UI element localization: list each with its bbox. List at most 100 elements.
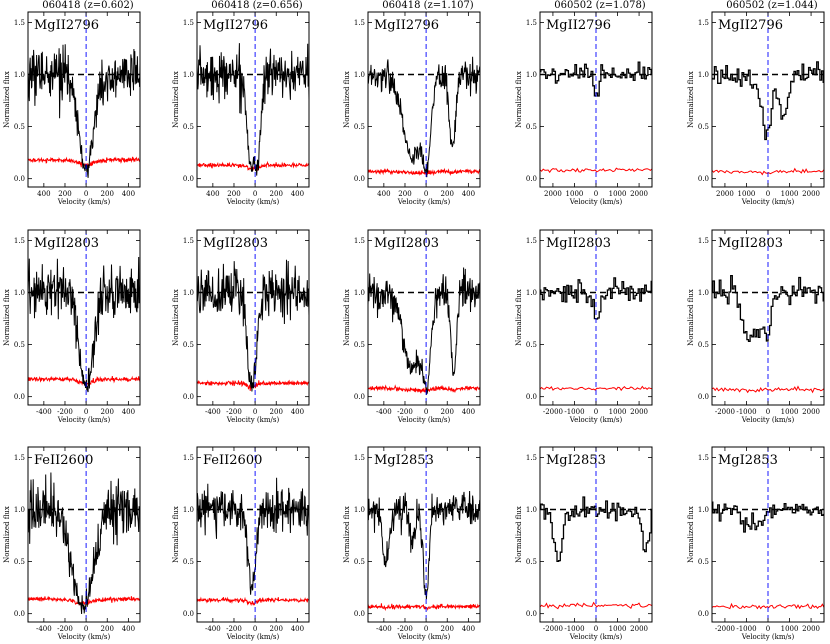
y-tick-label: 0.0 — [14, 393, 25, 401]
error-spectrum — [540, 601, 652, 610]
y-tick-label: 1.0 — [698, 71, 709, 79]
y-tick-label: 1.5 — [526, 19, 537, 27]
x-tick-label: 2000 — [802, 625, 820, 633]
x-tick-label: 0 — [84, 625, 88, 633]
x-tick-label: -1000 — [564, 625, 584, 633]
x-tick-label: -400 — [205, 625, 221, 633]
x-tick-label: -200 — [57, 625, 73, 633]
transition-label: MgII2796 — [718, 18, 783, 33]
error-spectrum — [540, 167, 652, 174]
x-tick-label: -400 — [205, 408, 221, 416]
x-tick-label: 0 — [766, 408, 770, 416]
x-tick-label: 0 — [253, 625, 257, 633]
y-tick-label: 1.0 — [526, 71, 537, 79]
transition-label: MgII2803 — [34, 236, 99, 251]
y-tick-label: 0.5 — [698, 123, 709, 131]
flux-spectrum — [28, 256, 140, 393]
flux-spectrum — [368, 267, 480, 396]
transition-label: MgI2853 — [374, 453, 434, 468]
x-tick-label: 200 — [227, 190, 240, 198]
y-tick-label: 1.5 — [354, 19, 365, 27]
transition-label: FeII2600 — [203, 453, 262, 468]
y-tick-label: 0.5 — [14, 123, 25, 131]
x-axis-label: Velocity (km/s) — [569, 416, 623, 424]
panel-1-3: 0.0 0.5 1.0 1.5 -2000 -1000 0 1000 2000 Velocity … — [515, 229, 653, 424]
panel-2-3: 0.0 0.5 1.0 1.5 -2000 -1000 0 1000 2000 Velocity … — [515, 446, 653, 641]
x-tick-label: 0 — [594, 625, 598, 633]
y-tick-label: 1.5 — [354, 237, 365, 245]
y-tick-label: 1.0 — [183, 71, 194, 79]
panel-1-2: 0.0 0.5 1.0 1.5 -400 -200 0 200 400 Velocity (km/… — [343, 229, 481, 424]
y-tick-label: 1.0 — [354, 71, 365, 79]
x-tick-label: 200 — [58, 190, 71, 198]
plot-area — [540, 447, 652, 622]
x-tick-label: 0 — [766, 625, 770, 633]
error-spectrum — [712, 385, 824, 394]
flux-spectrum — [28, 44, 140, 178]
x-tick-label: -2000 — [715, 408, 735, 416]
y-tick-label: 0.5 — [14, 341, 25, 349]
y-tick-label: 0.0 — [14, 610, 25, 618]
x-tick-label: 1000 — [566, 190, 584, 198]
y-tick-label: 1.5 — [526, 454, 537, 462]
y-tick-label: 0.0 — [354, 175, 365, 183]
x-tick-label: 400 — [37, 190, 50, 198]
y-axis-label: Normalized flux — [172, 289, 180, 346]
panel-2-1: 0.0 0.5 1.0 1.5 -400 -200 0 200 400 Velocity (km/… — [172, 446, 310, 641]
x-tick-label: -200 — [397, 408, 413, 416]
panel-2-4: 0.0 0.5 1.0 1.5 -2000 -1000 0 1000 2000 Velocity … — [687, 446, 825, 641]
y-tick-label: 1.0 — [14, 506, 25, 514]
y-tick-label: 0.0 — [354, 610, 365, 618]
panel-frame — [196, 446, 310, 623]
y-axis-label: Normalized flux — [343, 506, 351, 563]
plot-area — [197, 447, 309, 622]
y-tick-label: 0.5 — [183, 341, 194, 349]
y-tick-label: 0.0 — [183, 175, 194, 183]
flux-spectrum — [368, 56, 480, 178]
x-axis-label: Velocity (km/s) — [226, 416, 280, 424]
x-axis-label: Velocity (km/s) — [741, 198, 795, 206]
x-tick-label: 2000 — [630, 190, 648, 198]
x-tick-label: 2000 — [802, 408, 820, 416]
transition-label: MgII2796 — [203, 18, 268, 33]
flux-spectrum — [368, 490, 480, 600]
plot-area — [368, 447, 480, 622]
y-axis-label: Normalized flux — [687, 506, 695, 563]
x-tick-label: 0 — [766, 190, 770, 198]
plot-area — [28, 447, 140, 622]
y-tick-label: 1.5 — [698, 454, 709, 462]
panel-frame — [27, 11, 141, 188]
y-tick-label: 0.0 — [526, 610, 537, 618]
plot-area — [540, 230, 652, 405]
x-tick-label: 2000 — [544, 190, 562, 198]
x-axis-label: Velocity (km/s) — [569, 633, 623, 641]
x-tick-label: 400 — [291, 408, 304, 416]
panel-2-2: 0.0 0.5 1.0 1.5 -400 -200 0 200 400 Velocity (km/… — [343, 446, 481, 641]
x-axis-label: Velocity (km/s) — [397, 416, 451, 424]
y-tick-label: 0.0 — [526, 393, 537, 401]
column-title: 060418 (z=1.107) — [382, 0, 474, 11]
column-titles: 060418 (z=0.602) 060418 (z=0.656) 060418 (… — [42, 0, 818, 11]
x-tick-label: 200 — [270, 625, 283, 633]
panel-frame — [367, 446, 481, 623]
x-tick-label: 1000 — [781, 408, 799, 416]
column-title: 060502 (z=1.078) — [554, 0, 646, 11]
x-axis-label: Velocity (km/s) — [741, 416, 795, 424]
plot-area — [28, 230, 140, 405]
panel-frame — [27, 229, 141, 406]
error-spectrum — [28, 595, 140, 606]
column-title: 060418 (z=0.656) — [211, 0, 303, 11]
x-tick-label: 200 — [441, 190, 454, 198]
panel-frame — [367, 229, 481, 406]
panel-2-0: 0.0 0.5 1.0 1.5 -400 -200 0 200 400 Velocity (km/… — [3, 446, 141, 641]
transition-label: MgI2853 — [718, 453, 778, 468]
x-tick-label: 1000 — [781, 625, 799, 633]
x-tick-label: -2000 — [715, 625, 735, 633]
x-tick-label: 2000 — [802, 190, 820, 198]
x-tick-label: 200 — [101, 625, 114, 633]
x-tick-label: 0 — [84, 190, 88, 198]
panel-1-1: 0.0 0.5 1.0 1.5 -400 -200 0 200 400 Velocity (km/… — [172, 229, 310, 424]
y-tick-label: 1.0 — [526, 506, 537, 514]
x-tick-label: 400 — [377, 190, 390, 198]
